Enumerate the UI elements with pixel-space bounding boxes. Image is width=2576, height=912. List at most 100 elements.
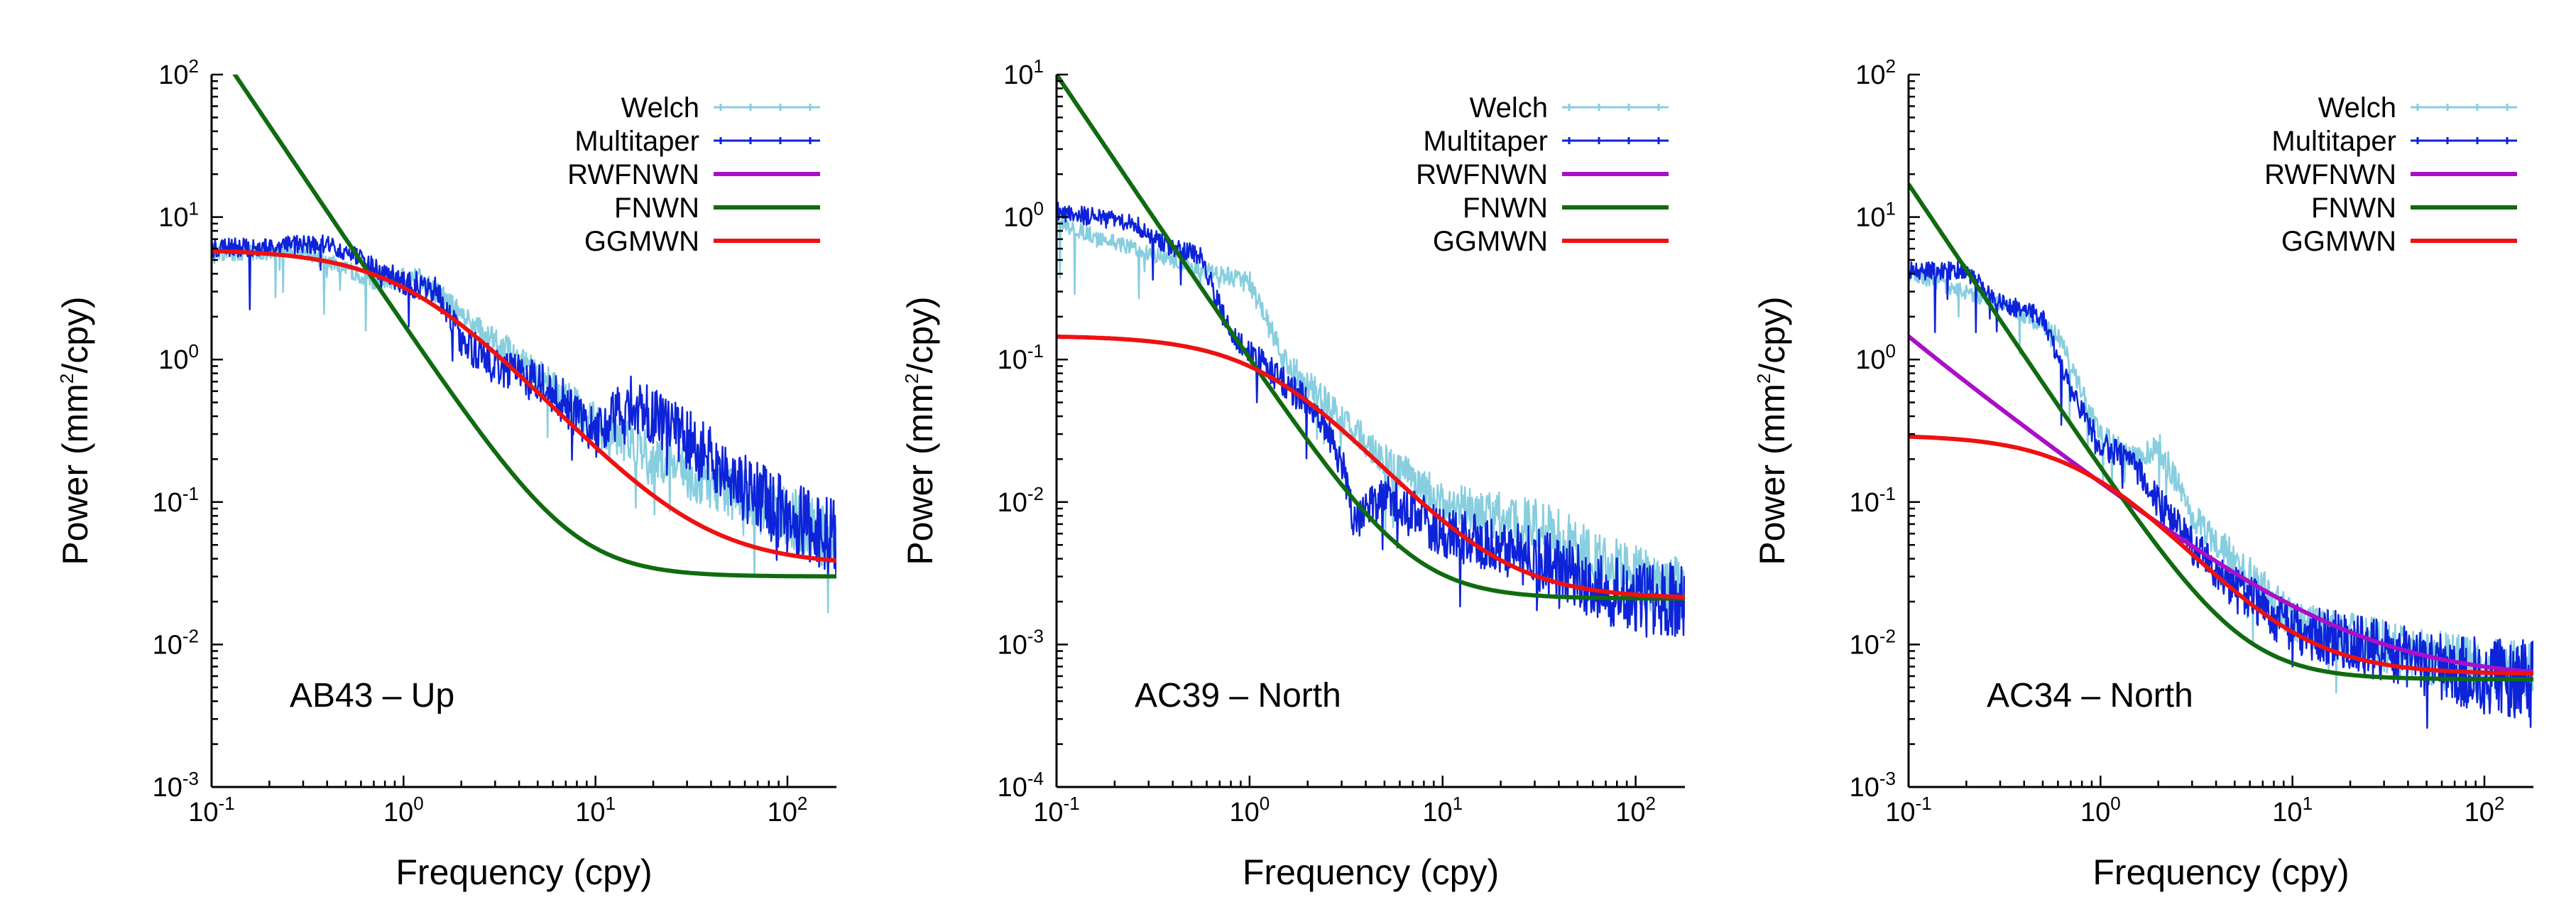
panel-label: AB43 – Up bbox=[290, 677, 454, 715]
y-tick-label: 100 bbox=[1003, 198, 1044, 233]
series-group bbox=[212, 75, 836, 614]
x-tick-base: 10 bbox=[188, 798, 218, 827]
y-axis-title-prefix: Power (mm bbox=[55, 384, 95, 565]
y-tick-base: 10 bbox=[1855, 60, 1885, 90]
x-tick-label: 102 bbox=[1615, 793, 1656, 827]
x-tick-base: 10 bbox=[2272, 798, 2302, 827]
chart-panel: 10-1 100 101 10210-310-210-1100101102Freque… bbox=[1752, 55, 2533, 892]
y-tick-exp: 2 bbox=[1886, 55, 1896, 77]
x-tick-exp: 1 bbox=[2303, 793, 2313, 814]
x-tick-base: 10 bbox=[1033, 798, 1063, 827]
series-line-fnwn bbox=[232, 75, 836, 579]
legend-label: Multitaper bbox=[574, 126, 699, 157]
x-tick-exp: -1 bbox=[1064, 793, 1080, 814]
y-tick-label: 10-1 bbox=[998, 340, 1044, 375]
x-tick-exp: 1 bbox=[1453, 793, 1463, 814]
x-tick-base: 10 bbox=[383, 798, 413, 827]
y-tick-exp: 0 bbox=[1886, 340, 1896, 362]
x-tick-base: 10 bbox=[1229, 798, 1259, 827]
x-axis-title: Frequency (cpy) bbox=[2092, 852, 2349, 892]
y-tick-base: 10 bbox=[1850, 773, 1879, 803]
y-tick-base: 10 bbox=[1855, 345, 1885, 375]
y-tick-exp: -3 bbox=[1879, 768, 1896, 789]
legend-label: GGMWN bbox=[584, 226, 699, 257]
x-tick-base: 10 bbox=[2465, 798, 2494, 827]
y-tick-base: 10 bbox=[1003, 203, 1033, 233]
y-tick-label: 102 bbox=[158, 55, 199, 90]
y-tick-base: 10 bbox=[158, 203, 188, 233]
y-tick-exp: 0 bbox=[189, 340, 199, 362]
y-tick-label: 100 bbox=[1855, 340, 1896, 375]
y-axis-title-prefix: Power (mm bbox=[1752, 384, 1792, 565]
y-tick-base: 10 bbox=[1850, 488, 1879, 518]
series-line-rwfnwn bbox=[1909, 335, 2533, 674]
chart-panel: 10-1 100 101 10210-310-210-1100101102Freque… bbox=[55, 55, 836, 892]
legend-label: Multitaper bbox=[2271, 126, 2396, 157]
y-tick-base: 10 bbox=[1003, 60, 1033, 90]
series-line-ggmwn bbox=[212, 249, 836, 563]
x-tick-label: 102 bbox=[768, 793, 808, 827]
y-tick-exp: -3 bbox=[1027, 625, 1044, 646]
x-tick-base: 10 bbox=[768, 798, 797, 827]
legend-label: FNWN bbox=[614, 192, 699, 224]
y-tick-base: 10 bbox=[153, 488, 182, 518]
y-tick-base: 10 bbox=[998, 488, 1027, 518]
series-line-fnwn bbox=[1909, 183, 2533, 682]
series-group bbox=[1909, 183, 2533, 729]
series-line-fnwn bbox=[1057, 75, 1685, 601]
panel-label: AC34 – North bbox=[1987, 677, 2193, 715]
y-tick-base: 10 bbox=[158, 345, 188, 375]
y-tick-exp: -3 bbox=[182, 768, 199, 789]
legend-label: Multitaper bbox=[1423, 126, 1548, 157]
y-tick-label: 102 bbox=[1855, 55, 1896, 90]
y-tick-label: 101 bbox=[158, 198, 199, 233]
chart-panel: 10-1 100 101 10210-410-310-210-1100101Frequ… bbox=[900, 55, 1685, 892]
series-line-ggmwn bbox=[1057, 335, 1685, 599]
y-tick-base: 10 bbox=[153, 630, 182, 660]
y-tick-label: 10-4 bbox=[998, 768, 1044, 803]
y-tick-base: 10 bbox=[998, 630, 1027, 660]
x-tick-label: 101 bbox=[1422, 793, 1463, 827]
x-tick-exp: 1 bbox=[606, 793, 616, 814]
x-tick-label: 100 bbox=[383, 793, 424, 827]
y-tick-label: 101 bbox=[1003, 55, 1044, 90]
y-tick-label: 10-2 bbox=[153, 625, 199, 660]
x-tick-exp: 2 bbox=[797, 793, 807, 814]
y-tick-label: 10-2 bbox=[1850, 625, 1896, 660]
legend-label: GGMWN bbox=[2281, 226, 2396, 257]
x-tick-label: 10-1 bbox=[1033, 793, 1079, 827]
y-tick-exp: 1 bbox=[1034, 55, 1044, 77]
legend-label: FNWN bbox=[2311, 192, 2396, 224]
series-group bbox=[1057, 75, 1685, 638]
x-tick-base: 10 bbox=[2080, 798, 2110, 827]
y-axis-title: Power (mm2/cpy) bbox=[900, 296, 940, 565]
x-tick-base: 10 bbox=[575, 798, 605, 827]
x-axis-title: Frequency (cpy) bbox=[395, 852, 652, 892]
x-tick-base: 10 bbox=[1615, 798, 1645, 827]
x-tick-label: 101 bbox=[2272, 793, 2313, 827]
y-axis-title-sup: 2 bbox=[56, 374, 77, 384]
legend-label: Welch bbox=[621, 92, 699, 124]
x-tick-base: 10 bbox=[1422, 798, 1452, 827]
y-tick-label: 10-1 bbox=[153, 483, 199, 518]
x-tick-exp: 2 bbox=[2494, 793, 2504, 814]
y-axis-title-sup: 2 bbox=[901, 374, 922, 384]
y-axis-title-suffix: /cpy) bbox=[55, 296, 95, 373]
y-tick-label: 10-1 bbox=[1850, 483, 1896, 518]
x-tick-label: 100 bbox=[1229, 793, 1270, 827]
x-axis-title: Frequency (cpy) bbox=[1243, 852, 1499, 892]
legend-label: RWFNWN bbox=[2264, 159, 2396, 190]
y-tick-label: 10-3 bbox=[153, 768, 199, 803]
y-tick-exp: -1 bbox=[1027, 340, 1044, 362]
legend-label: RWFNWN bbox=[567, 159, 699, 190]
series-line-multitaper bbox=[1909, 260, 2533, 729]
x-tick-exp: 2 bbox=[1646, 793, 1656, 814]
series-line-welch bbox=[1057, 217, 1685, 621]
y-tick-base: 10 bbox=[1855, 203, 1885, 233]
y-tick-exp: 0 bbox=[1034, 198, 1044, 219]
y-tick-exp: 2 bbox=[189, 55, 199, 77]
y-tick-exp: -1 bbox=[182, 483, 199, 504]
legend-label: Welch bbox=[1470, 92, 1548, 124]
y-tick-label: 101 bbox=[1855, 198, 1896, 233]
